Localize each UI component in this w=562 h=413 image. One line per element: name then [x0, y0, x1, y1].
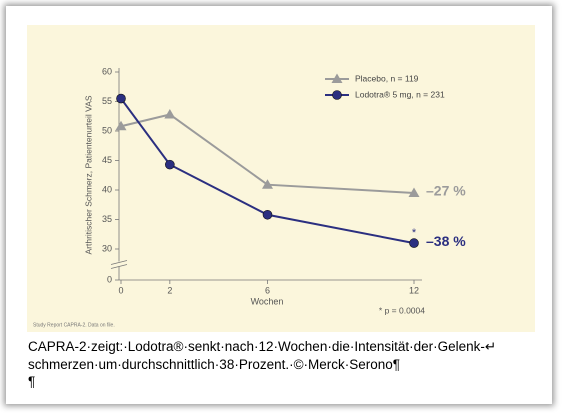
- y-tick-label: 60: [102, 66, 112, 76]
- axis-break: [110, 264, 128, 269]
- axis-break-gap: [109, 261, 129, 267]
- legend-label: Placebo, n = 119: [355, 73, 419, 83]
- chart-background: [27, 25, 535, 332]
- y-tick-label: 55: [102, 96, 112, 106]
- data-point: [262, 209, 273, 220]
- x-tick-label: 0: [118, 285, 123, 295]
- x-tick-label: 2: [167, 285, 172, 295]
- caption-line: ¶: [28, 374, 36, 389]
- caption-line: schmerzen·um·durchschnittlich·38·Prozent…: [28, 357, 401, 372]
- legend-label: Lodotra® 5 mg, n = 231: [355, 89, 445, 99]
- data-point: [115, 120, 127, 131]
- x-tick-label: 12: [409, 285, 419, 295]
- y-tick-label: 0: [107, 274, 112, 284]
- significance-marker: *: [412, 227, 417, 239]
- y-axis-label: Arthritischer Schmerz, Patientenurteil V…: [83, 95, 93, 254]
- chart: Arthritischer Schmerz, Patientenurteil V…: [27, 25, 535, 332]
- data-point: [116, 93, 126, 104]
- data-point: [165, 159, 175, 170]
- axis-break: [110, 260, 128, 265]
- footnote: * p = 0.0004: [379, 305, 425, 315]
- x-tick-label: 6: [265, 285, 270, 295]
- y-tick-label: 45: [102, 155, 112, 165]
- end-annotation: –27 %: [426, 183, 466, 199]
- x-axis-label: Wochen: [251, 296, 284, 306]
- y-tick-label: 40: [102, 184, 112, 194]
- y-tick-label: 35: [102, 214, 112, 224]
- legend-marker: [331, 73, 343, 83]
- y-tick-label: 30: [102, 243, 112, 253]
- data-point: [164, 108, 176, 119]
- caption-line: CAPRA-2·zeigt:·Lodotra®·senkt·nach·12·Wo…: [28, 339, 497, 354]
- source: Study Report CAPRA-2. Data on file.: [33, 322, 115, 328]
- data-point: [262, 179, 273, 189]
- legend-marker: [332, 90, 342, 100]
- y-tick-label: 50: [102, 125, 112, 135]
- data-point: [409, 238, 419, 248]
- data-point: [408, 187, 420, 197]
- series-line: [120, 97, 415, 245]
- series-line: [120, 113, 415, 194]
- end-annotation: –38 %: [426, 233, 466, 249]
